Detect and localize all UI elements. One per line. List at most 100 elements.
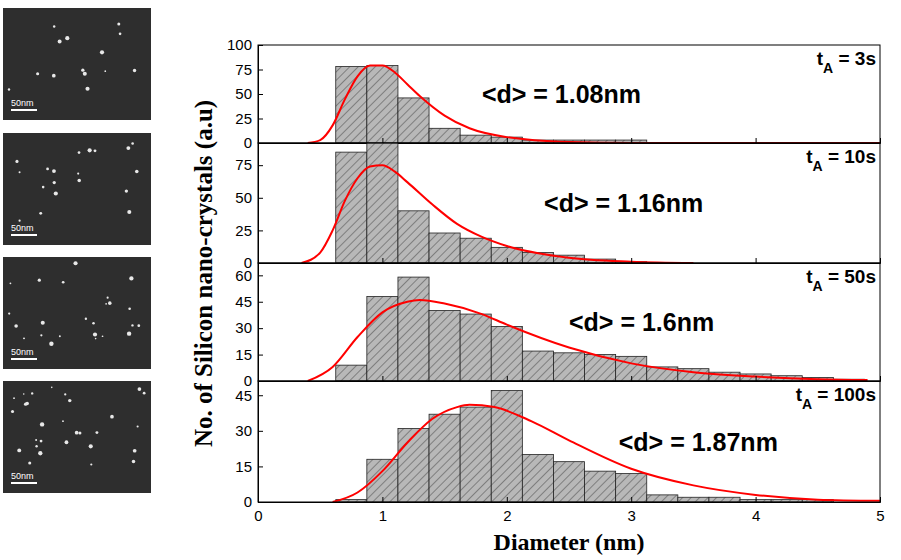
particle xyxy=(131,142,134,145)
particle xyxy=(83,72,87,76)
tick: 15 xyxy=(235,458,263,475)
histogram-bar xyxy=(678,497,709,502)
tick-mark xyxy=(258,466,263,467)
tick xyxy=(880,138,881,143)
tick xyxy=(258,138,259,143)
tick xyxy=(756,376,757,381)
tick xyxy=(880,376,881,381)
histogram-bar xyxy=(398,277,429,381)
particle xyxy=(135,170,139,174)
histogram-bar xyxy=(398,211,429,263)
tick-mark xyxy=(507,138,508,143)
tick-mark xyxy=(258,230,263,231)
scale-bar xyxy=(11,234,37,236)
particle xyxy=(78,432,81,435)
tick xyxy=(382,138,383,143)
particle xyxy=(73,261,77,265)
particle xyxy=(108,301,112,305)
tick-mark xyxy=(631,376,632,381)
plot-frame xyxy=(258,45,880,143)
tick-label: 45 xyxy=(235,293,252,310)
particle xyxy=(94,149,97,152)
histogram-bar xyxy=(336,152,367,263)
particle xyxy=(93,332,97,336)
particle xyxy=(46,167,49,170)
y-axis: 015304560 xyxy=(235,264,263,390)
particle xyxy=(58,40,62,44)
particle xyxy=(40,334,42,336)
tick-mark xyxy=(382,497,383,502)
scale-bar-label: 50nm xyxy=(11,98,34,108)
tick-mark xyxy=(631,138,632,143)
tick-mark xyxy=(258,94,263,95)
tick-mark xyxy=(880,258,881,263)
scale-bar-label: 50nm xyxy=(11,347,34,357)
particle xyxy=(38,451,42,455)
tick: 100 xyxy=(227,36,263,53)
tick: 75 xyxy=(235,156,263,173)
particle xyxy=(125,189,128,192)
scale-bar xyxy=(11,358,37,360)
plot-area xyxy=(308,277,868,381)
particle xyxy=(77,172,79,174)
histogram-bar xyxy=(491,326,522,381)
tick: 15 xyxy=(235,346,263,363)
tick: 2 xyxy=(503,497,511,524)
particle xyxy=(59,335,61,337)
tick: 1 xyxy=(379,497,387,524)
annotation: <d> = 1.16nm xyxy=(544,189,703,217)
tick xyxy=(258,258,259,263)
fit-curve xyxy=(333,405,880,502)
particle xyxy=(51,387,53,389)
particle xyxy=(104,70,106,72)
tick: 25 xyxy=(235,110,263,127)
tick-mark xyxy=(258,395,263,396)
particle xyxy=(52,74,56,78)
tick-label: 75 xyxy=(235,61,252,78)
histogram-bar xyxy=(429,128,460,143)
tick-mark xyxy=(756,138,757,143)
tick xyxy=(880,258,881,263)
tick-mark xyxy=(258,165,263,166)
tick-mark xyxy=(258,70,263,71)
histogram-bar xyxy=(367,296,398,381)
particle xyxy=(13,397,15,399)
plot-frame xyxy=(258,381,880,502)
tem-image: 50nm xyxy=(3,381,151,493)
particle xyxy=(75,431,79,435)
histogram-bar xyxy=(398,98,429,143)
tick-mark xyxy=(258,119,263,120)
histogram-bar xyxy=(336,365,367,381)
particle xyxy=(77,179,81,183)
particle xyxy=(36,72,39,75)
histogram-bar xyxy=(398,428,429,502)
histogram-bar xyxy=(647,495,678,502)
tick xyxy=(382,258,383,263)
plot-frame xyxy=(258,263,880,381)
particle xyxy=(102,335,104,337)
tick-mark xyxy=(258,497,259,502)
y-axis: 0255075 xyxy=(235,144,263,272)
tick: 4 xyxy=(752,497,760,524)
histogram-bar xyxy=(460,135,491,143)
y-axis-title: No. of Silicon nano-crystals (a.u) xyxy=(190,100,218,447)
tick-mark xyxy=(258,275,263,276)
histogram-bar xyxy=(460,238,491,263)
particle xyxy=(88,148,92,152)
particle xyxy=(90,463,92,465)
tick: 0 xyxy=(254,497,262,524)
particle xyxy=(64,393,66,395)
histogram-bar xyxy=(336,67,367,143)
tick-label: 1 xyxy=(379,507,387,524)
axis-line xyxy=(259,144,264,264)
panel-title: tA = 50s xyxy=(806,266,876,294)
tick-mark xyxy=(880,138,881,143)
tick xyxy=(631,138,632,143)
particle xyxy=(42,186,45,189)
tick xyxy=(382,376,383,381)
x-axis-title: Diameter (nm) xyxy=(494,529,645,555)
scale-bar-label: 50nm xyxy=(11,471,34,481)
particle xyxy=(65,36,69,40)
particle xyxy=(137,324,140,327)
tick: 5 xyxy=(876,497,884,524)
